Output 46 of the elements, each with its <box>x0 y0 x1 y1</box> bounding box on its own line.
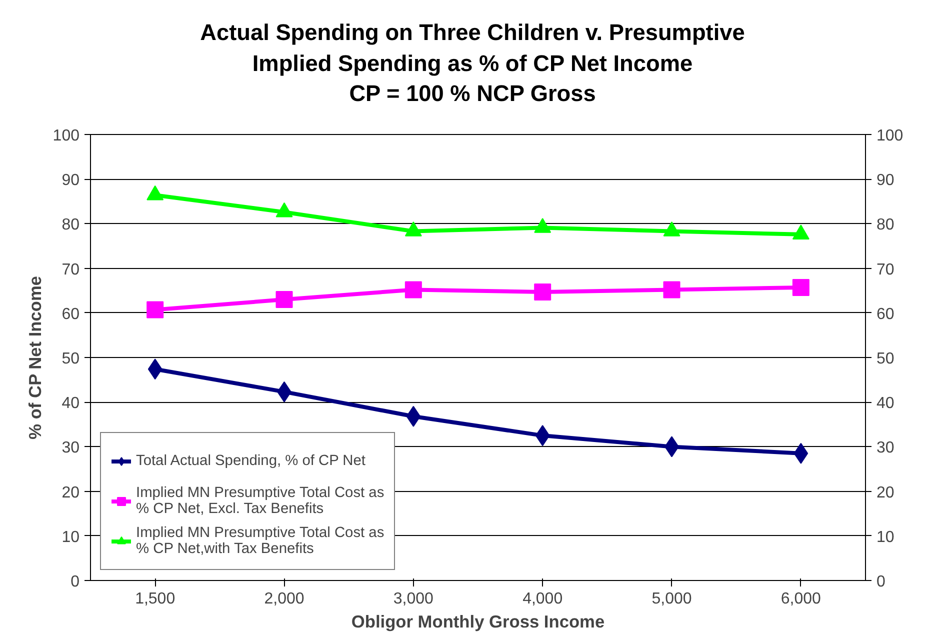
y-tick-label: 70 <box>62 261 80 278</box>
point <box>534 283 552 300</box>
legend-label: Total Actual Spending, % of CP Net <box>136 452 366 471</box>
x-tick-label: 1,500 <box>135 590 176 608</box>
y-tick-label: 90 <box>62 172 80 189</box>
y2-tick-label: 10 <box>876 528 894 546</box>
y-tick-label: 50 <box>62 350 80 368</box>
y2-tick-label: 30 <box>876 439 894 456</box>
y-tick-label: 30 <box>62 439 80 456</box>
x-tick-label: 4,000 <box>522 590 563 608</box>
x-axis-title: Obligor Monthly Gross Income <box>351 611 605 632</box>
y2-tick-label: 90 <box>876 172 894 189</box>
y-tick-label: 20 <box>62 484 80 502</box>
y-tick-label: 80 <box>62 216 80 234</box>
legend-label: Implied MN Presumptive Total Cost as % CP Net,with Tax Benefits <box>136 524 384 559</box>
y-tick-label: 0 <box>70 573 80 590</box>
point <box>146 185 164 200</box>
y2-tick-label: 80 <box>876 216 894 234</box>
point <box>534 218 552 233</box>
y2-tick-label: 70 <box>876 261 894 278</box>
y2-tick-label: 60 <box>876 306 894 323</box>
point <box>792 224 810 240</box>
x-tick-label: 6,000 <box>780 590 822 608</box>
point <box>663 221 680 236</box>
point <box>663 280 680 298</box>
point <box>792 278 810 296</box>
y-tick-label: 40 <box>62 394 80 412</box>
y2-tick-label: 100 <box>876 127 904 144</box>
point <box>276 290 293 308</box>
y-tick-label: 100 <box>52 127 80 144</box>
point <box>146 301 164 318</box>
y2-tick-label: 50 <box>876 350 894 368</box>
y-axis-title: % of CP Net Income <box>24 275 45 440</box>
y-tick-label: 60 <box>62 306 80 323</box>
point <box>404 280 422 298</box>
y2-tick-label: 20 <box>876 484 894 502</box>
x-tick-label: 3,000 <box>393 590 434 608</box>
point <box>404 221 422 236</box>
y-tick-label: 10 <box>62 528 80 546</box>
y2-tick-label: 40 <box>876 394 894 412</box>
x-tick-label: 5,000 <box>652 590 692 608</box>
x-tick-label: 2,000 <box>264 590 304 608</box>
chart-title: Actual Spending on Three Children v. Presumptive Implied Spending as % of CP Net Income CP = 100 % NCP Gross <box>200 18 745 108</box>
legend-label: Implied MN Presumptive Total Cost as % CP Net, Excl. Tax Benefits <box>136 484 384 519</box>
point <box>276 202 293 218</box>
y2-tick-label: 0 <box>876 573 886 590</box>
